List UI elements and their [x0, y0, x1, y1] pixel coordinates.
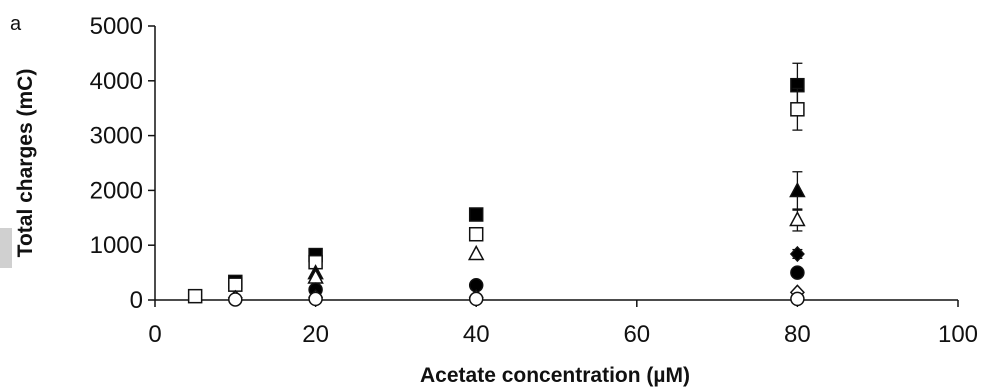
x-tick-label: 20: [302, 321, 329, 348]
data-point-square: [790, 102, 805, 117]
x-tick-label: 100: [938, 321, 978, 348]
y-axis-title: Total charges (mC): [14, 69, 37, 258]
y-tick-label: 5000: [90, 13, 143, 40]
data-point-diamond: [789, 245, 805, 263]
data-point-square: [468, 207, 484, 222]
data-markers: [187, 62, 806, 307]
x-tick-label: 60: [623, 321, 650, 348]
data-point-triangle: [789, 210, 806, 227]
x-axis-ticks: 0 20 40 60 80 100: [148, 300, 978, 348]
y-tick-label: 0: [130, 287, 143, 314]
panel-label: a: [10, 13, 22, 35]
y-axis-ticks: 0 1000 2000 3000 4000 5000: [90, 13, 155, 314]
y-tick-label: 2000: [90, 177, 143, 204]
data-point-square: [228, 277, 243, 292]
y-tick-label: 4000: [90, 68, 143, 95]
data-point-circle: [468, 291, 484, 307]
y-tick-label: 1000: [90, 232, 143, 259]
data-point-triangle: [467, 244, 485, 261]
data-point-circle: [308, 291, 323, 307]
data-point-square: [187, 288, 203, 304]
edge-patch: [0, 228, 12, 268]
data-point-circle: [790, 291, 805, 307]
x-tick-label: 40: [463, 321, 490, 348]
data-point-triangle: [789, 181, 806, 198]
x-tick-label: 0: [148, 321, 161, 348]
data-point-circle: [790, 265, 805, 280]
data-point-square: [468, 226, 484, 242]
y-tick-label: 3000: [90, 123, 143, 150]
x-tick-label: 80: [784, 321, 811, 348]
data-point-circle: [228, 292, 243, 307]
x-axis-title: Acetate concentration (µM): [420, 364, 690, 387]
